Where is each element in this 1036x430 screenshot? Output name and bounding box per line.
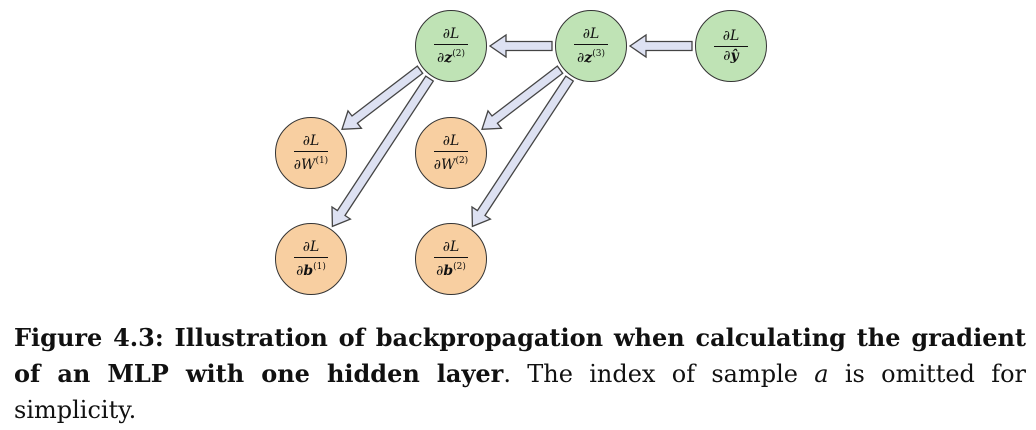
node-dl-dw2: ∂L ∂W(2) — [415, 117, 487, 189]
arrow-dl-dz2-to-dl-dw1 — [341, 65, 424, 130]
fraction-numerator: ∂L — [442, 26, 460, 42]
fraction-numerator: ∂L — [582, 26, 600, 42]
fraction-bar — [574, 44, 608, 45]
node-fraction: ∂L ∂W(1) — [276, 118, 346, 188]
node-dl-dz3: ∂L ∂z(3) — [555, 10, 627, 82]
layer-superscript: (1) — [313, 262, 326, 272]
partial-symbol: ∂ — [723, 48, 731, 64]
layer-superscript: (2) — [452, 49, 465, 59]
node-dl-db1: ∂L ∂b(1) — [275, 223, 347, 295]
partial-symbol: ∂ — [296, 263, 304, 279]
partial-symbol: ∂ — [437, 50, 445, 66]
denominator-variable: z — [584, 50, 593, 66]
denominator-variable: b — [303, 263, 314, 279]
node-fraction: ∂L ∂b(1) — [276, 224, 346, 294]
caption-variable-a: a — [814, 360, 829, 388]
fraction-bar — [434, 44, 468, 45]
node-fraction: ∂L ∂b(2) — [416, 224, 486, 294]
partial-symbol: ∂ — [433, 157, 442, 173]
fraction-numerator: ∂L — [442, 239, 460, 255]
denominator-variable: W — [301, 157, 316, 173]
fraction-denominator: ∂b(1) — [296, 259, 326, 279]
denominator-variable: b — [443, 263, 454, 279]
fraction-bar — [714, 46, 748, 47]
node-dl-db2: ∂L ∂b(2) — [415, 223, 487, 295]
node-fraction: ∂L ∂z(3) — [556, 11, 626, 81]
denominator-variable: W — [441, 157, 456, 173]
fraction-denominator: ∂b(2) — [436, 259, 466, 279]
fraction-denominator: ∂ŷ — [723, 48, 738, 64]
node-dl-dyhat: ∂L ∂ŷ — [695, 10, 767, 82]
node-dl-dz2: ∂L ∂z(2) — [415, 10, 487, 82]
arrow-dl-dz2-to-dl-db1 — [331, 75, 435, 228]
fraction-denominator: ∂z(2) — [437, 46, 465, 66]
figure-caption: Figure 4.3: Illustration of backpropagat… — [14, 320, 1026, 428]
fraction-denominator: ∂W(2) — [434, 153, 468, 173]
node-fraction: ∂L ∂ŷ — [696, 11, 766, 81]
partial-symbol: ∂ — [293, 157, 302, 173]
layer-superscript: (1) — [315, 156, 329, 166]
arrow-dl-dyhat-to-dl-dz3 — [628, 33, 693, 59]
caption-text-2: is omitted for simplicity. — [14, 360, 1026, 424]
caption-text-1: . The index of sample — [503, 360, 815, 388]
fraction-bar — [434, 151, 468, 152]
backprop-diagram — [331, 33, 693, 228]
partial-symbol: ∂ — [436, 263, 444, 279]
layer-superscript: (2) — [455, 156, 469, 166]
denominator-variable: z — [444, 50, 453, 66]
caption-bold: Figure 4.3: Illustration of backpropagat… — [14, 323, 1026, 388]
partial-symbol: ∂ — [577, 50, 585, 66]
fraction-numerator: ∂L — [442, 133, 460, 149]
node-fraction: ∂L ∂W(2) — [416, 118, 486, 188]
fraction-denominator: ∂z(3) — [577, 46, 605, 66]
fraction-numerator: ∂L — [302, 133, 320, 149]
arrow-dl-dz3-to-dl-db2 — [471, 75, 575, 228]
fraction-bar — [294, 257, 328, 258]
layer-superscript: (2) — [453, 262, 466, 272]
arrow-dl-dz3-to-dl-dw2 — [481, 65, 564, 130]
arrow-dl-dz3-to-dl-dz2 — [488, 33, 553, 59]
node-dl-dw1: ∂L ∂W(1) — [275, 117, 347, 189]
fraction-bar — [294, 151, 328, 152]
fraction-numerator: ∂L — [722, 28, 740, 44]
layer-superscript: (3) — [592, 49, 605, 59]
denominator-variable: ŷ — [730, 48, 739, 64]
fraction-bar — [434, 257, 468, 258]
node-fraction: ∂L ∂z(2) — [416, 11, 486, 81]
fraction-numerator: ∂L — [302, 239, 320, 255]
fraction-denominator: ∂W(1) — [294, 153, 328, 173]
